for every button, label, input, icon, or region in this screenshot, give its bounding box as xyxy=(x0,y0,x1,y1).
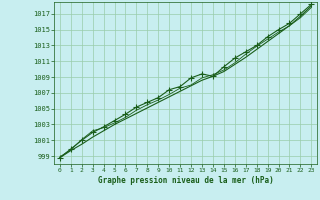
X-axis label: Graphe pression niveau de la mer (hPa): Graphe pression niveau de la mer (hPa) xyxy=(98,176,274,185)
